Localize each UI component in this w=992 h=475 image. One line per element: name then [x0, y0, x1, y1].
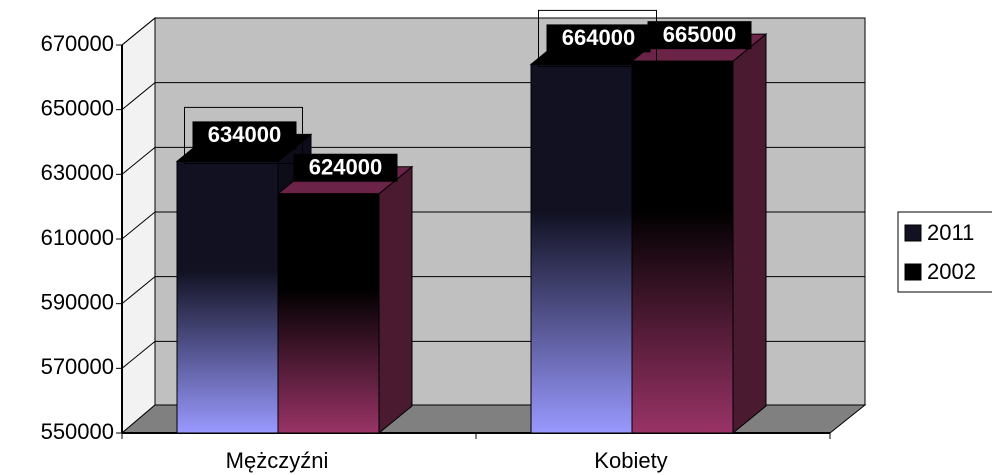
grid-line: [121, 146, 156, 175]
legend-swatch: [904, 263, 922, 281]
x-tick-label: Mężczyźni: [226, 448, 329, 473]
label-bg: [647, 21, 752, 50]
value-label: 624000: [309, 155, 382, 180]
label-bg: [293, 153, 398, 182]
y-tick-label: 590000: [41, 289, 114, 314]
y-tick-label: 670000: [41, 31, 114, 56]
bar: [176, 160, 279, 434]
bar: [277, 193, 380, 434]
legend-swatch: [904, 224, 922, 242]
label-bg: [192, 121, 297, 150]
value-label: 665000: [663, 22, 736, 47]
legend-label: 2002: [927, 259, 976, 284]
label-frame: [184, 106, 303, 164]
value-label: 664000: [562, 25, 635, 50]
y-tick-label: 650000: [41, 95, 114, 120]
bar-side: [732, 33, 767, 435]
bar: [631, 60, 734, 434]
grid-line: [121, 340, 156, 369]
y-tick-label: 610000: [41, 225, 114, 250]
x-tick-label: Kobiety: [594, 448, 667, 473]
legend-label: 2011: [927, 220, 974, 245]
grid-line: [121, 82, 156, 111]
y-tick-label: 630000: [41, 160, 114, 185]
value-label: 634000: [208, 122, 281, 147]
bar: [530, 63, 633, 434]
grid-line: [121, 17, 156, 46]
y-tick-label: 570000: [41, 354, 114, 379]
grid-line: [121, 211, 156, 240]
y-tick-label: 550000: [41, 419, 114, 444]
label-bg: [546, 24, 651, 53]
grid-line: [121, 276, 156, 305]
bar-side: [378, 165, 413, 435]
